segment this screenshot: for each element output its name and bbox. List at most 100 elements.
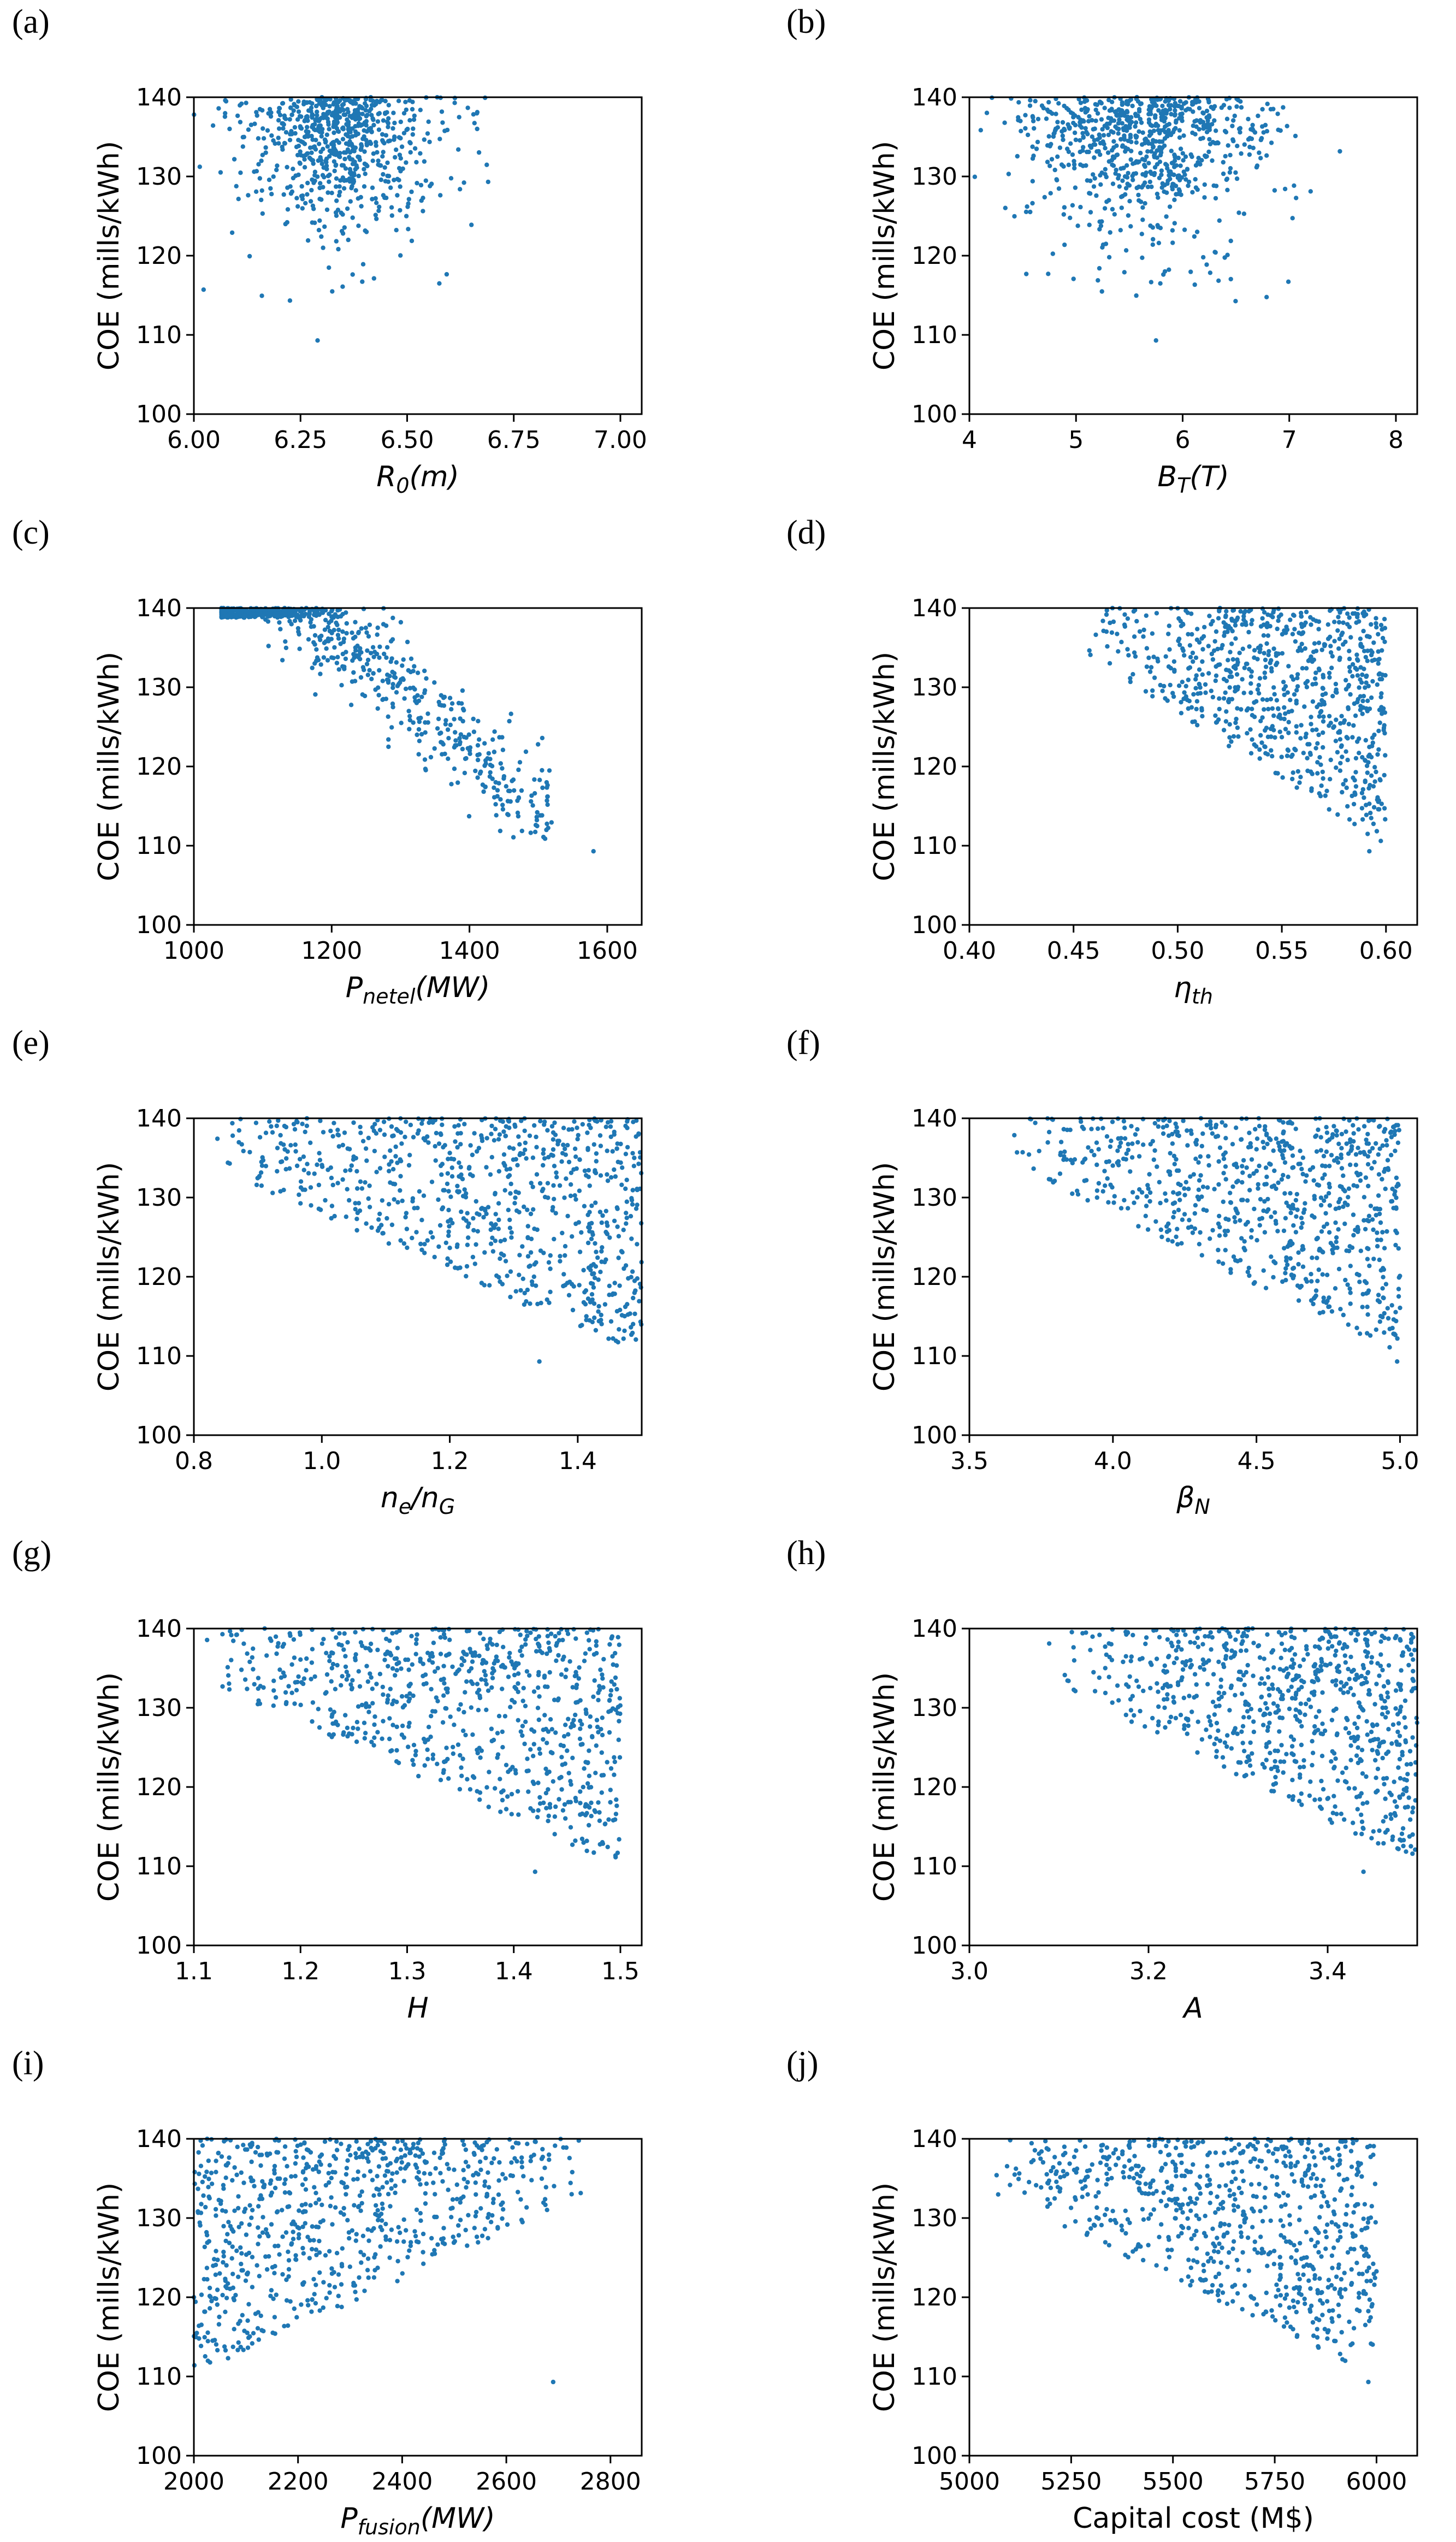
- data-point: [248, 122, 254, 127]
- data-point: [446, 1207, 451, 1213]
- data-point: [1088, 191, 1093, 196]
- data-point: [287, 117, 292, 122]
- data-point: [1209, 688, 1214, 693]
- data-point: [624, 1199, 630, 1204]
- data-point: [330, 1182, 335, 1188]
- data-point: [1194, 637, 1200, 642]
- data-point: [506, 1207, 511, 1212]
- data-point: [1355, 699, 1360, 705]
- plot-frame: [193, 96, 643, 415]
- data-point: [374, 651, 380, 657]
- data-point: [1033, 98, 1038, 104]
- data-point: [1019, 128, 1023, 134]
- data-point: [314, 647, 319, 652]
- data-point: [1046, 109, 1051, 114]
- data-point: [1030, 179, 1035, 184]
- data-point: [390, 615, 395, 621]
- data-point: [325, 110, 330, 115]
- data-point: [1175, 1226, 1180, 1231]
- data-point: [1305, 679, 1310, 684]
- data-point: [1296, 1298, 1301, 1303]
- data-point: [1223, 1164, 1228, 1169]
- y-tick-label: 110: [912, 1342, 957, 1370]
- data-point: [359, 1186, 365, 1191]
- data-point: [340, 629, 345, 634]
- data-point: [1273, 1260, 1278, 1266]
- data-point: [1382, 710, 1388, 715]
- data-point: [318, 1118, 323, 1123]
- data-point: [337, 184, 342, 189]
- data-point: [972, 174, 978, 179]
- data-point: [1247, 1273, 1252, 1278]
- data-point: [1030, 156, 1035, 161]
- data-point: [425, 1134, 430, 1139]
- data-point: [616, 1255, 621, 1260]
- data-point: [1145, 149, 1150, 154]
- data-point: [624, 1221, 629, 1226]
- data-point: [392, 134, 397, 139]
- data-point: [308, 1185, 313, 1190]
- data-point: [1180, 646, 1185, 651]
- data-point: [279, 1141, 283, 1146]
- data-point: [263, 150, 268, 155]
- data-point: [1224, 609, 1229, 614]
- data-point: [475, 775, 480, 780]
- data-point: [1294, 730, 1299, 735]
- data-point: [292, 618, 298, 623]
- data-point: [1146, 1186, 1151, 1191]
- data-point: [1369, 652, 1374, 658]
- data-point: [396, 98, 401, 103]
- data-point: [251, 1646, 256, 1651]
- data-point: [1334, 1133, 1339, 1138]
- data-point: [222, 114, 228, 119]
- data-point: [1135, 1127, 1140, 1132]
- y-tick-label: 110: [912, 321, 957, 349]
- data-point: [363, 1180, 368, 1185]
- data-point: [342, 667, 347, 671]
- data-point: [392, 1197, 396, 1202]
- data-point: [553, 1211, 558, 1216]
- data-point: [419, 694, 424, 699]
- data-point: [1204, 115, 1209, 120]
- data-point: [1080, 131, 1085, 135]
- data-point: [1382, 617, 1387, 622]
- data-point: [1258, 156, 1263, 161]
- data-point: [1383, 753, 1388, 758]
- data-point: [1097, 99, 1103, 104]
- data-point: [1209, 1125, 1214, 1131]
- data-point: [496, 1201, 501, 1206]
- data-point: [366, 1196, 371, 1201]
- data-point: [1197, 1242, 1202, 1247]
- data-point: [382, 140, 387, 146]
- data-point: [1210, 657, 1216, 662]
- x-tick-label: 0.60: [1359, 937, 1413, 965]
- data-point: [516, 1134, 521, 1139]
- data-point: [1237, 651, 1242, 656]
- data-point: [407, 118, 412, 123]
- data-point: [1336, 1266, 1342, 1272]
- data-point: [242, 1677, 248, 1682]
- data-point: [1240, 677, 1245, 682]
- data-point: [1113, 124, 1118, 129]
- data-point: [1239, 1236, 1244, 1241]
- data-point: [498, 1238, 503, 1244]
- data-point: [1261, 130, 1266, 135]
- data-point: [310, 665, 315, 670]
- data-point: [1315, 760, 1320, 765]
- data-point: [388, 185, 393, 190]
- data-point: [466, 1221, 471, 1226]
- data-point: [1365, 1162, 1371, 1167]
- data-point: [1170, 228, 1175, 233]
- data-point: [1364, 763, 1370, 769]
- data-point: [459, 701, 464, 706]
- data-point: [551, 1183, 556, 1188]
- data-point: [377, 1166, 383, 1171]
- data-point: [483, 1678, 488, 1683]
- x-label-main: P: [346, 971, 363, 1004]
- data-point: [1364, 812, 1369, 817]
- data-point: [1093, 632, 1098, 638]
- data-point: [376, 111, 381, 116]
- data-point: [595, 1255, 600, 1260]
- data-point: [1323, 793, 1328, 798]
- data-point: [1262, 744, 1267, 749]
